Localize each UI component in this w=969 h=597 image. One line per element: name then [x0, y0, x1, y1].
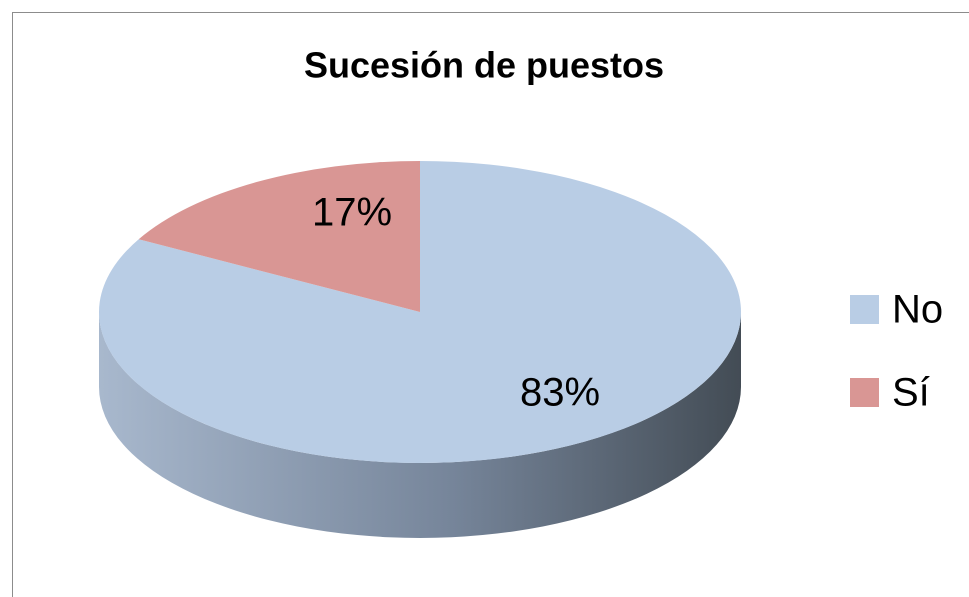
pie-slice — [138, 161, 420, 312]
data-label: 17% — [312, 191, 392, 235]
legend-label: No — [892, 288, 943, 332]
legend-swatch — [850, 295, 879, 324]
chart-title: Sucesión de puestos — [304, 45, 664, 86]
legend-label: Sí — [892, 371, 930, 415]
pie-side — [99, 312, 741, 538]
legend-swatch — [850, 378, 879, 407]
data-label: 83% — [520, 371, 600, 415]
